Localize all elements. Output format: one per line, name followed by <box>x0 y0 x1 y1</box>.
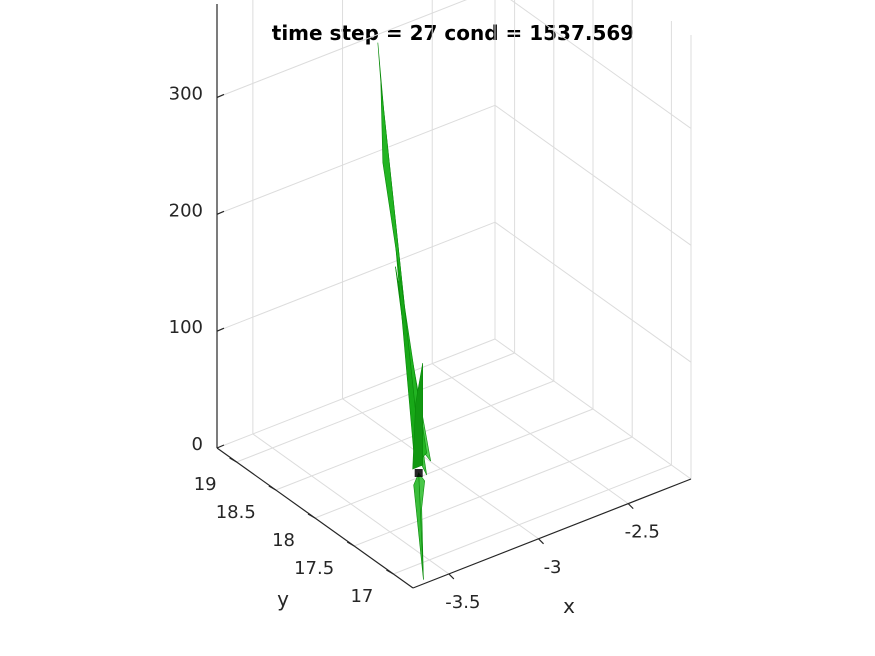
y-tick-mark <box>386 569 394 575</box>
x-tick-mark <box>448 573 455 580</box>
sidewall-grid-z <box>510 0 692 129</box>
y-tick-mark <box>307 513 316 519</box>
x-axis-label: x <box>563 594 575 618</box>
z-tick-mark <box>216 444 225 449</box>
backwall-grid-z <box>216 0 467 98</box>
tick-labels: -3.5 -3 -2.5 17 17.5 18 18.5 19 0 100 200 300 <box>169 83 660 612</box>
floor-grid-y <box>393 464 672 575</box>
z-tick-label: 0 <box>192 434 203 455</box>
x-axis-line <box>412 478 692 589</box>
y-tick-label: 18.5 <box>216 502 256 523</box>
y-tick-label: 17.5 <box>294 558 334 579</box>
x-tick-label: -3 <box>544 557 562 578</box>
z-tick-label: 200 <box>169 200 203 221</box>
sidewall-grid-z <box>494 338 692 480</box>
y-tick-mark <box>268 485 277 491</box>
x-tick-label: -2.5 <box>625 522 660 543</box>
axes-group <box>216 4 692 589</box>
y-tick-mark <box>346 541 355 547</box>
surface-group <box>377 42 431 580</box>
backwall-grid-z <box>216 104 496 215</box>
chart-title: time step = 27 cond = 1537.569 <box>272 21 634 45</box>
floor-grid-y <box>314 408 594 519</box>
floor-grid-y <box>236 352 515 463</box>
surface-main-facet <box>380 82 428 460</box>
z-tick-mark <box>216 210 225 215</box>
backwall-grid-z <box>216 221 496 332</box>
sidewall-grid-z <box>494 104 692 246</box>
z-tick-label: 300 <box>169 83 203 104</box>
z-tick-label: 100 <box>169 317 203 338</box>
surface-main-facet <box>412 362 423 470</box>
x-tick-mark <box>538 538 544 545</box>
y-tick-label: 19 <box>194 474 217 495</box>
surface-base-marker <box>414 469 423 478</box>
backwall-grid-z <box>216 338 496 449</box>
floor-grid-y <box>354 436 633 547</box>
y-tick-label: 17 <box>350 586 373 607</box>
sidewall-grid-z <box>494 221 692 363</box>
z-tick-mark <box>216 327 225 332</box>
surface-tail-facet <box>413 472 424 580</box>
x-tick-label: -3.5 <box>445 592 480 613</box>
y-tick-mark <box>229 457 237 463</box>
y-tick-label: 18 <box>272 530 295 551</box>
grid-lines <box>216 0 692 575</box>
y-axis-label: y <box>277 587 289 611</box>
x-tick-mark <box>627 503 634 510</box>
z-tick-mark <box>216 93 225 99</box>
